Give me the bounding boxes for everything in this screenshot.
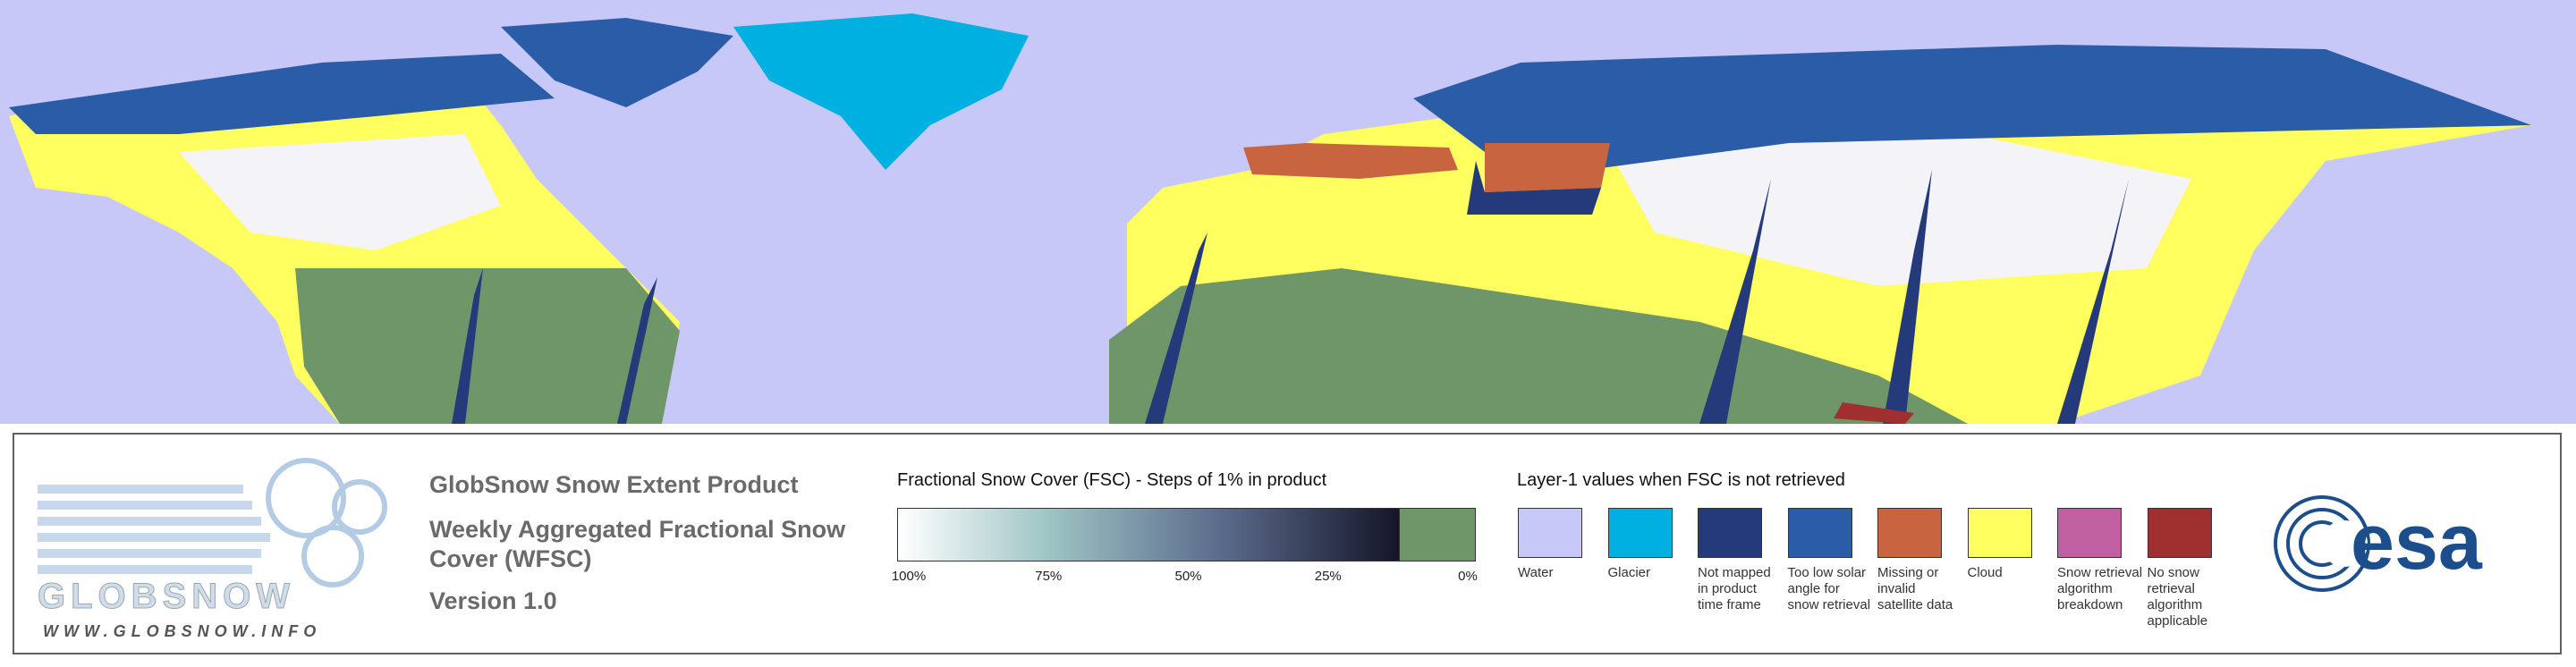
logo-stripes — [38, 485, 270, 574]
legend-swatch — [1518, 508, 1582, 558]
product-title: GlobSnow Snow Extent Product — [429, 471, 799, 498]
greenland — [733, 13, 1029, 170]
not-mapped — [1883, 170, 1932, 424]
snow-free-land — [1109, 268, 1968, 424]
legend-swatch — [1967, 508, 2032, 558]
legend-panel: GLOBSNOW WWW.GLOBSNOW.INFO GlobSnow Snow… — [13, 433, 2562, 654]
legend-label: Snow retrieval algorithm breakdown — [2057, 565, 2143, 612]
not-mapped — [452, 268, 483, 424]
legend-swatch — [1877, 508, 1942, 558]
legend-label: Glacier — [1607, 565, 1651, 580]
legend-swatch — [1698, 508, 1762, 558]
snowflakes — [266, 458, 387, 587]
snow-map — [0, 0, 2576, 424]
legend-label: Too low solar angle for snow retrieval — [1787, 565, 1871, 612]
product-subtitle: Weekly Aggregated Fractional Snow Cover … — [429, 516, 846, 572]
legend-swatch — [1607, 508, 1673, 558]
esa-text: esa — [2351, 497, 2483, 586]
snow-free-land — [295, 268, 680, 424]
not-mapped — [617, 277, 657, 424]
low-solar-angle — [9, 54, 555, 134]
legend-label: Missing or invalid satellite data — [1877, 565, 1953, 612]
globsnow-logo: GLOBSNOW WWW.GLOBSNOW.INFO — [38, 458, 387, 640]
legend-swatch — [2057, 508, 2122, 558]
product-version: Version 1.0 — [429, 587, 557, 614]
no-algorithm — [1834, 402, 1914, 424]
arctic-islands — [501, 18, 733, 107]
missing-data — [1243, 143, 1458, 179]
colorbar-tick-label: 75% — [1035, 569, 1063, 584]
logo-url: WWW.GLOBSNOW.INFO — [43, 622, 321, 640]
legend-swatch — [1787, 508, 1852, 558]
legend-label: No snow retrieval algorithm applicable — [2147, 565, 2208, 629]
low-solar-angle — [1413, 45, 2531, 179]
colorbar-tick-label: 0% — [1458, 569, 1478, 584]
esa-logo: esa — [2274, 495, 2483, 592]
colorbar-gradient — [897, 508, 1400, 561]
legend-label: Cloud — [1967, 565, 2003, 580]
legend-swatch — [2147, 508, 2212, 558]
not-mapped — [1467, 161, 1601, 215]
snow-cover — [179, 134, 501, 250]
esa-emblem-core — [2321, 520, 2368, 567]
layer1-title: Layer-1 values when FSC is not retrieved — [1517, 470, 1845, 490]
colorbar-snow-free — [1399, 508, 1476, 561]
missing-data — [1485, 143, 1610, 192]
legend-label: Not mapped in product time frame — [1698, 565, 1771, 612]
not-mapped — [1145, 232, 1208, 424]
colorbar-tick-label: 100% — [891, 569, 927, 584]
colorbar-title: Fractional Snow Cover (FSC) - Steps of 1… — [897, 470, 1327, 490]
logo-text: GLOBSNOW — [38, 577, 295, 616]
legend-label: Water — [1518, 565, 1554, 580]
colorbar-tick-label: 50% — [1174, 569, 1202, 584]
colorbar-tick-label: 25% — [1314, 569, 1342, 584]
